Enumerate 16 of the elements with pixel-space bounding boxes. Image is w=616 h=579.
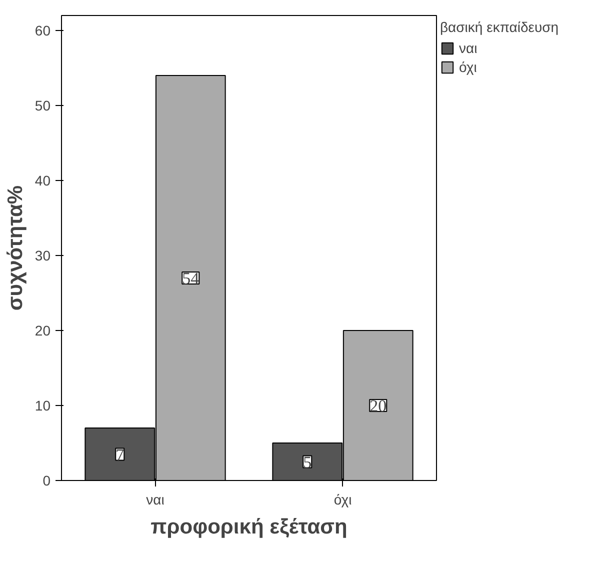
y-tick-label: 50 — [34, 98, 51, 114]
data-label: 5 — [303, 452, 312, 472]
y-tick-label: 10 — [34, 398, 51, 414]
legend-title: βασική εκπαίδευση — [440, 19, 559, 35]
data-label: 20 — [370, 396, 387, 416]
y-tick-label: 20 — [34, 322, 51, 338]
legend-label: όχι — [459, 59, 478, 75]
data-label: 7 — [116, 445, 125, 464]
y-axis-title: συχνότητα% — [4, 185, 27, 311]
y-tick-label: 60 — [34, 22, 51, 38]
y-tick-label: 40 — [34, 172, 51, 188]
y-tick-label: 0 — [42, 472, 51, 488]
legend-label: ναι — [459, 40, 478, 56]
x-axis-title: προφορική εξέταση — [150, 516, 348, 538]
y-tick-label: 30 — [34, 248, 51, 264]
data-label: 54 — [182, 269, 200, 288]
